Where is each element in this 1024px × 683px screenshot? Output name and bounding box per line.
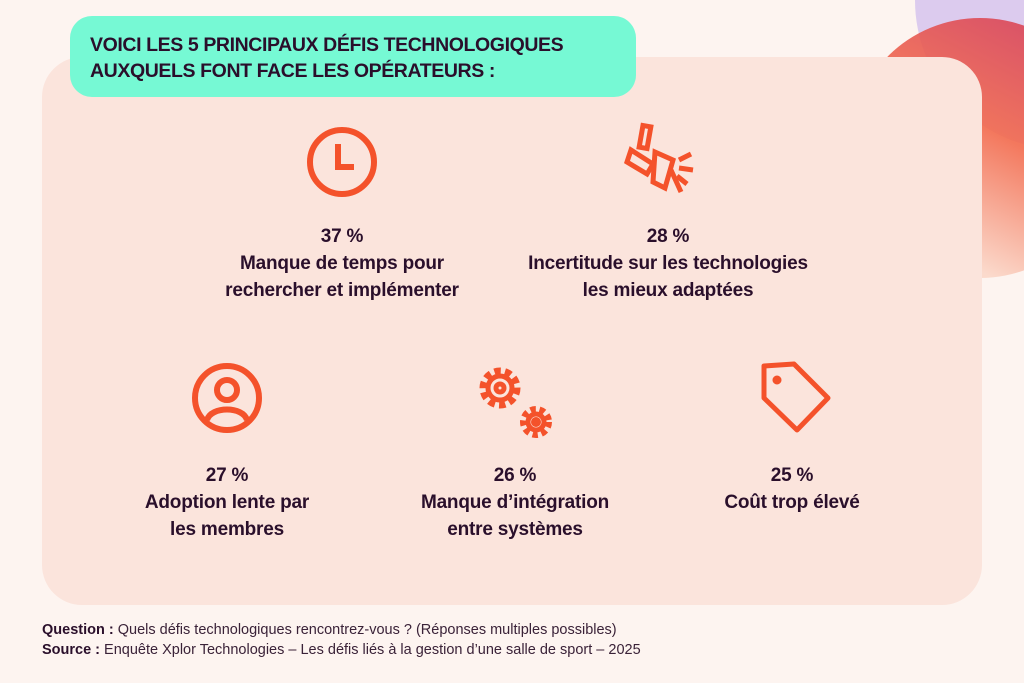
stat-label: entre systèmes (447, 519, 583, 540)
stat-label: Manque de temps pour (240, 253, 444, 274)
stat-label: Coût trop élevé (724, 492, 860, 513)
price-tag-icon (632, 358, 952, 438)
source-text: Enquête Xplor Technologies – Les défis l… (100, 642, 641, 658)
stat-item-time: 37 % Manque de temps pour rechercher et … (182, 122, 502, 302)
source-line: Source : Enquête Xplor Technologies – Le… (42, 640, 641, 660)
stat-item-adoption: 27 % Adoption lente par les membres (67, 358, 387, 548)
stat-percent: 27 % (205, 465, 249, 486)
question-label: Question : (42, 622, 114, 638)
footer-notes: Question : Quels défis technologiques re… (42, 620, 641, 660)
page-title: VOICI LES 5 PRINCIPAUX DÉFIS TECHNOLOGIQ… (70, 16, 636, 97)
stat-label: Adoption lente par (144, 492, 310, 513)
stat-label: les membres (170, 519, 284, 540)
megaphone-icon (508, 122, 828, 202)
stat-label: Incertitude sur les technologies (528, 253, 808, 274)
stat-percent: 37 % (320, 226, 364, 247)
stat-percent: 25 % (770, 465, 814, 486)
stat-item-integration: 26 % Manque d’intégration entre systèmes (355, 358, 675, 548)
gears-icon (355, 360, 675, 440)
stat-label: rechercher et implémenter (225, 280, 459, 301)
content-panel (42, 57, 982, 605)
stat-label: les mieux adaptées (582, 280, 754, 301)
stat-percent: 26 % (493, 465, 537, 486)
stat-label: Manque d’intégration (420, 492, 610, 513)
stat-percent: 28 % (646, 226, 690, 247)
question-line: Question : Quels défis technologiques re… (42, 620, 641, 640)
user-circle-icon (67, 358, 387, 438)
source-label: Source : (42, 642, 101, 658)
question-text: Quels défis technologiques rencontrez-vo… (113, 622, 617, 638)
stat-item-cost: 25 % Coût trop élevé (632, 358, 952, 548)
clock-icon (182, 122, 502, 202)
stat-item-uncertainty: 28 % Incertitude sur les technologies le… (508, 122, 828, 302)
